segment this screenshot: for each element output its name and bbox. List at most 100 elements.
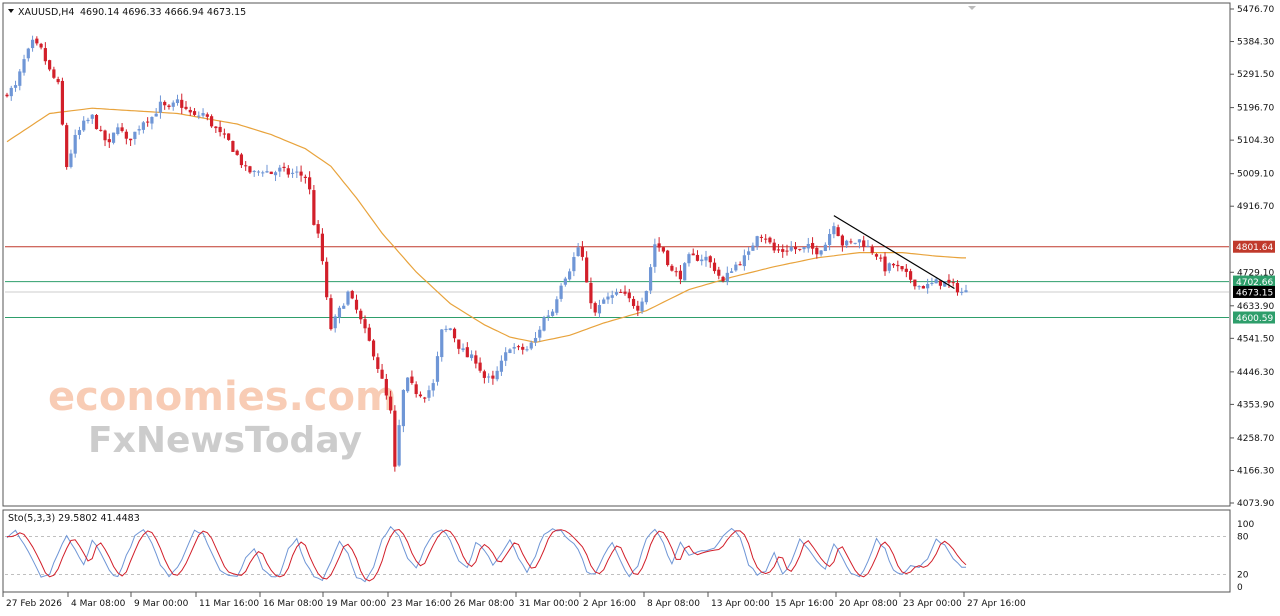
candle-body [261,172,265,174]
horizontal-levels [5,246,1229,319]
candle-body [13,85,18,88]
level-badge [1233,311,1275,324]
candle-body [222,133,226,135]
candle-body [640,301,644,312]
candle-body [299,171,303,176]
main-chart-frame [2,2,1231,507]
candle-body [568,271,572,280]
candle-body [870,246,874,253]
candle-body [167,105,171,108]
candle-body [559,285,563,299]
candle-body [798,248,802,250]
candle-body [495,370,499,380]
price-tick-label: 4166.30 [1237,466,1274,476]
candle-body [431,383,435,391]
candle-body [691,253,695,256]
candle-body [921,286,925,289]
candle-body [887,263,891,271]
level-badge-label: 4702.66 [1236,278,1273,288]
candle-body [614,292,619,295]
candle-body [26,48,30,59]
candle-body [103,130,107,141]
candle-body [209,116,214,127]
price-tick-label: 4916.70 [1237,202,1274,212]
candle-body [52,69,56,78]
candle-body [849,241,853,243]
candle-body [695,254,700,261]
downtrend-line[interactable] [833,215,955,290]
time-tick-label: 27 Feb 2026 [6,599,62,609]
scroll-marker-icon[interactable] [968,6,976,10]
candle-body [94,114,99,130]
candle-body [77,130,82,135]
candle-body [22,59,26,73]
candle-body [776,249,781,251]
candle-body [248,166,252,173]
time-tick-label: 31 Mar 00:00 [519,599,579,609]
candle-body [585,257,589,283]
candle-body [866,245,870,247]
candle-body [589,282,593,304]
price-tick-label: 5196.70 [1237,104,1274,114]
candle-body [836,227,840,237]
candle-body [725,272,729,282]
candle-body [938,280,943,286]
candle-body [874,254,879,257]
candle-body [273,172,278,176]
time-tick-label: 9 Mar 00:00 [134,599,189,609]
candle-body [337,307,342,318]
candle-body [124,131,128,139]
candle-body [913,279,917,287]
candle-body [18,71,22,86]
candle-body [56,79,60,83]
candle-body [282,166,286,169]
time-tick-label: 15 Apr 16:00 [775,599,834,609]
candle-body [670,265,674,271]
candle-body [469,354,474,359]
candle-body [815,247,819,255]
candle-body [393,410,397,467]
oscillator-axis: 100 80 20 0 [1237,520,1254,593]
candle-body [180,99,184,108]
candle-body [674,271,678,273]
candle-body [141,122,145,130]
candle-body [465,347,469,358]
candle-body [406,377,410,392]
candle-body [759,236,764,238]
candle-body [678,270,683,280]
candle-body [926,283,930,289]
candle-body [610,295,614,298]
candle-body [627,292,631,299]
candle-body [316,224,320,234]
stochastic-oscillator [5,525,1229,583]
candle-body [461,348,465,351]
candle-body [401,389,405,427]
candle-body [840,235,844,246]
candle-body [896,264,900,267]
candle-body [346,291,350,305]
menu-triangle-icon[interactable] [8,9,14,13]
price-tick-label: 5384.30 [1237,38,1274,48]
candle-body [529,342,533,349]
candle-body [244,165,248,167]
candle-body [256,171,261,173]
candle-body [86,119,90,122]
candle-body [879,257,883,259]
candle-body [359,310,363,320]
candle-body [666,250,670,266]
candle-body [440,329,444,358]
candle-body [389,396,393,411]
candle-body [163,101,167,106]
candle-body [295,171,299,173]
candle-body [900,266,904,270]
candle-body [154,113,158,117]
candle-body [602,299,606,304]
price-tick-label: 5476.70 [1237,5,1274,15]
candle-body [934,279,938,284]
candle-body [623,291,627,294]
candle-body [474,355,478,364]
candle-body [947,279,951,283]
candlesticks [5,35,968,472]
